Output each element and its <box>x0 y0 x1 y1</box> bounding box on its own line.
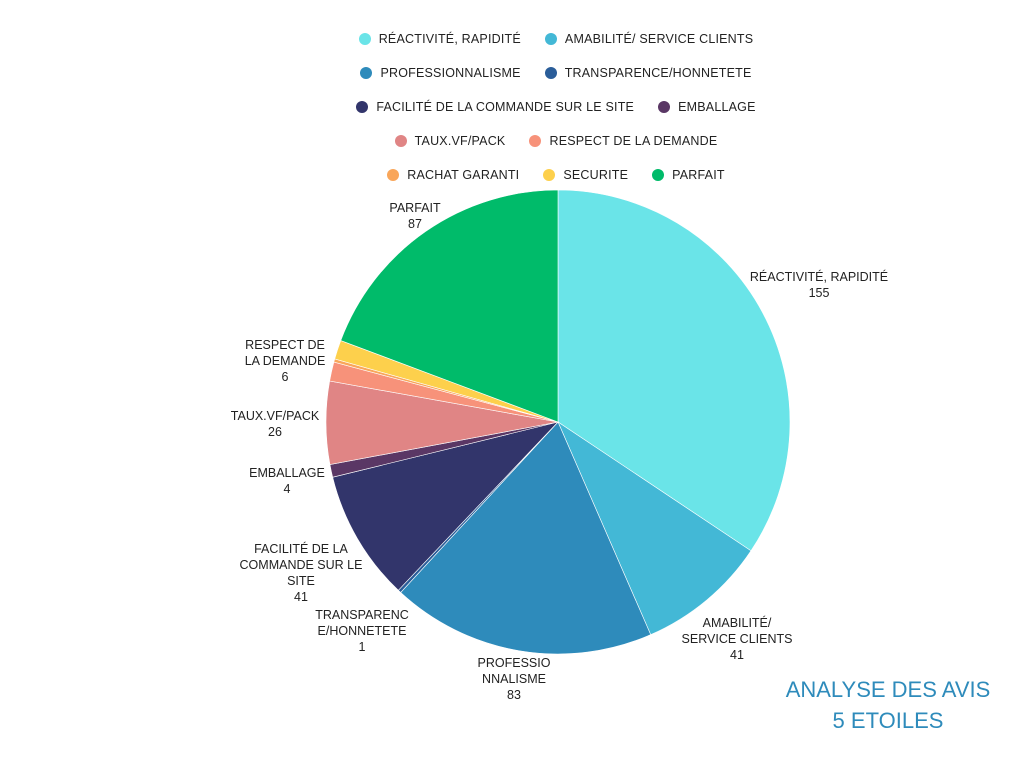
legend-swatch <box>394 135 407 147</box>
slice-label: AMABILITÉ/SERVICE CLIENTS 41 <box>682 615 793 663</box>
slice-label: TRANSPARENC E/HONNETETE 1 <box>315 607 409 655</box>
legend-swatch <box>544 67 557 79</box>
legend-label: TRANSPARENCE/HONNETETE <box>564 66 752 80</box>
slice-label: PARFAIT 87 <box>389 200 440 232</box>
pie-slice[interactable] <box>340 189 559 423</box>
chart-legend: RÉACTIVITÉ, RAPIDITÉ AMABILITÉ/ SERVICE C… <box>0 22 1024 192</box>
legend-item[interactable]: RESPECT DE LA DEMANDE <box>529 134 717 148</box>
legend-label: FACILITÉ DE LA COMMANDE SUR LE SITE <box>376 100 635 114</box>
legend-label: RESPECT DE LA DEMANDE <box>549 134 718 148</box>
legend-swatch <box>529 135 542 147</box>
legend-swatch <box>360 67 373 79</box>
legend-item[interactable]: TRANSPARENCE/HONNETETE <box>544 66 752 80</box>
legend-row: RÉACTIVITÉ, RAPIDITÉ AMABILITÉ/ SERVICE C… <box>0 22 1024 56</box>
slice-label-name: TAUX.VF/PACK <box>230 409 320 423</box>
legend-row: FACILITÉ DE LA COMMANDE SUR LE SITE EMBAL… <box>0 90 1024 124</box>
slice-label-name: RÉACTIVITÉ, RAPIDITÉ <box>749 270 889 284</box>
pie-slice[interactable] <box>332 421 559 591</box>
legend-label: RACHAT GARANTI <box>407 168 520 182</box>
slice-label: RESPECT DE LA DEMANDE 6 <box>245 337 326 385</box>
slice-label-value: 87 <box>408 217 422 231</box>
legend-label: SECURITE <box>563 168 629 182</box>
slice-label: FACILITÉ DE LA COMMANDE SUR LE SITE 41 <box>240 541 363 605</box>
slice-label-name: PARFAIT <box>389 201 441 215</box>
legend-swatch <box>358 33 371 45</box>
slice-label-value: 41 <box>730 648 744 662</box>
slice-label-value: 26 <box>268 425 282 439</box>
legend-item[interactable]: FACILITÉ DE LA COMMANDE SUR LE SITE <box>356 100 634 114</box>
legend-item[interactable]: RÉACTIVITÉ, RAPIDITÉ <box>358 32 521 46</box>
legend-label: PROFESSIONNALISME <box>380 66 521 80</box>
legend-row: PROFESSIONNALISME TRANSPARENCE/HONNETETE <box>0 56 1024 90</box>
slice-label-name: EMBALLAGE <box>249 466 325 480</box>
legend-label: TAUX.VF/PACK <box>414 134 506 148</box>
legend-item[interactable]: PROFESSIONNALISME <box>360 66 521 80</box>
slice-label-value: 4 <box>283 482 291 496</box>
legend-swatch <box>652 169 665 181</box>
slice-label-name: TRANSPARENC E/HONNETETE <box>315 608 409 638</box>
slice-label-name: PROFESSIO NNALISME <box>477 656 551 686</box>
slice-label-name: AMABILITÉ/SERVICE CLIENTS <box>681 616 793 646</box>
legend-item[interactable]: SECURITE <box>543 168 628 182</box>
legend-label: PARFAIT <box>672 168 725 182</box>
legend-item[interactable]: RACHAT GARANTI <box>387 168 519 182</box>
legend-swatch <box>356 101 369 113</box>
legend-label: RÉACTIVITÉ, RAPIDITÉ <box>378 32 521 46</box>
legend-item[interactable]: PARFAIT <box>652 168 725 182</box>
slice-label-value: 6 <box>281 370 289 384</box>
slice-label: PROFESSIO NNALISME 83 <box>478 655 551 703</box>
slice-label: RÉACTIVITÉ, RAPIDITÉ 155 <box>750 269 888 301</box>
chart-title-line-2: 5 ETOILES <box>832 708 944 733</box>
legend-item[interactable]: EMBALLAGE <box>658 100 756 114</box>
legend-row: TAUX.VF/PACK RESPECT DE LA DEMANDE <box>0 124 1024 158</box>
slice-label: EMBALLAGE 4 <box>249 465 325 497</box>
slice-label: TAUX.VF/PACK 26 <box>231 408 319 440</box>
slice-label-value: 41 <box>294 590 308 604</box>
slice-label-name: FACILITÉ DE LA COMMANDE SUR LE SITE <box>239 542 363 588</box>
chart-title: ANALYSE DES AVIS 5 ETOILES <box>786 674 991 736</box>
slice-label-value: 1 <box>358 640 366 654</box>
pie-slice[interactable] <box>557 421 752 636</box>
pie-slice[interactable] <box>400 421 652 655</box>
legend-item[interactable]: AMABILITÉ/ SERVICE CLIENTS <box>544 32 754 46</box>
chart-title-line-1: ANALYSE DES AVIS <box>785 677 991 702</box>
legend-label: AMABILITÉ/ SERVICE CLIENTS <box>564 32 754 46</box>
slice-label-name: RESPECT DE LA DEMANDE <box>244 338 326 368</box>
legend-swatch <box>387 169 400 181</box>
legend-row: RACHAT GARANTI SECURITE PARFAIT <box>0 158 1024 192</box>
legend-label: EMBALLAGE <box>678 100 756 114</box>
legend-swatch <box>658 101 671 113</box>
slice-label-value: 83 <box>507 688 521 702</box>
legend-item[interactable]: TAUX.VF/PACK <box>394 134 506 148</box>
legend-swatch <box>544 33 557 45</box>
slice-label-value: 155 <box>808 286 830 300</box>
legend-swatch <box>543 169 556 181</box>
